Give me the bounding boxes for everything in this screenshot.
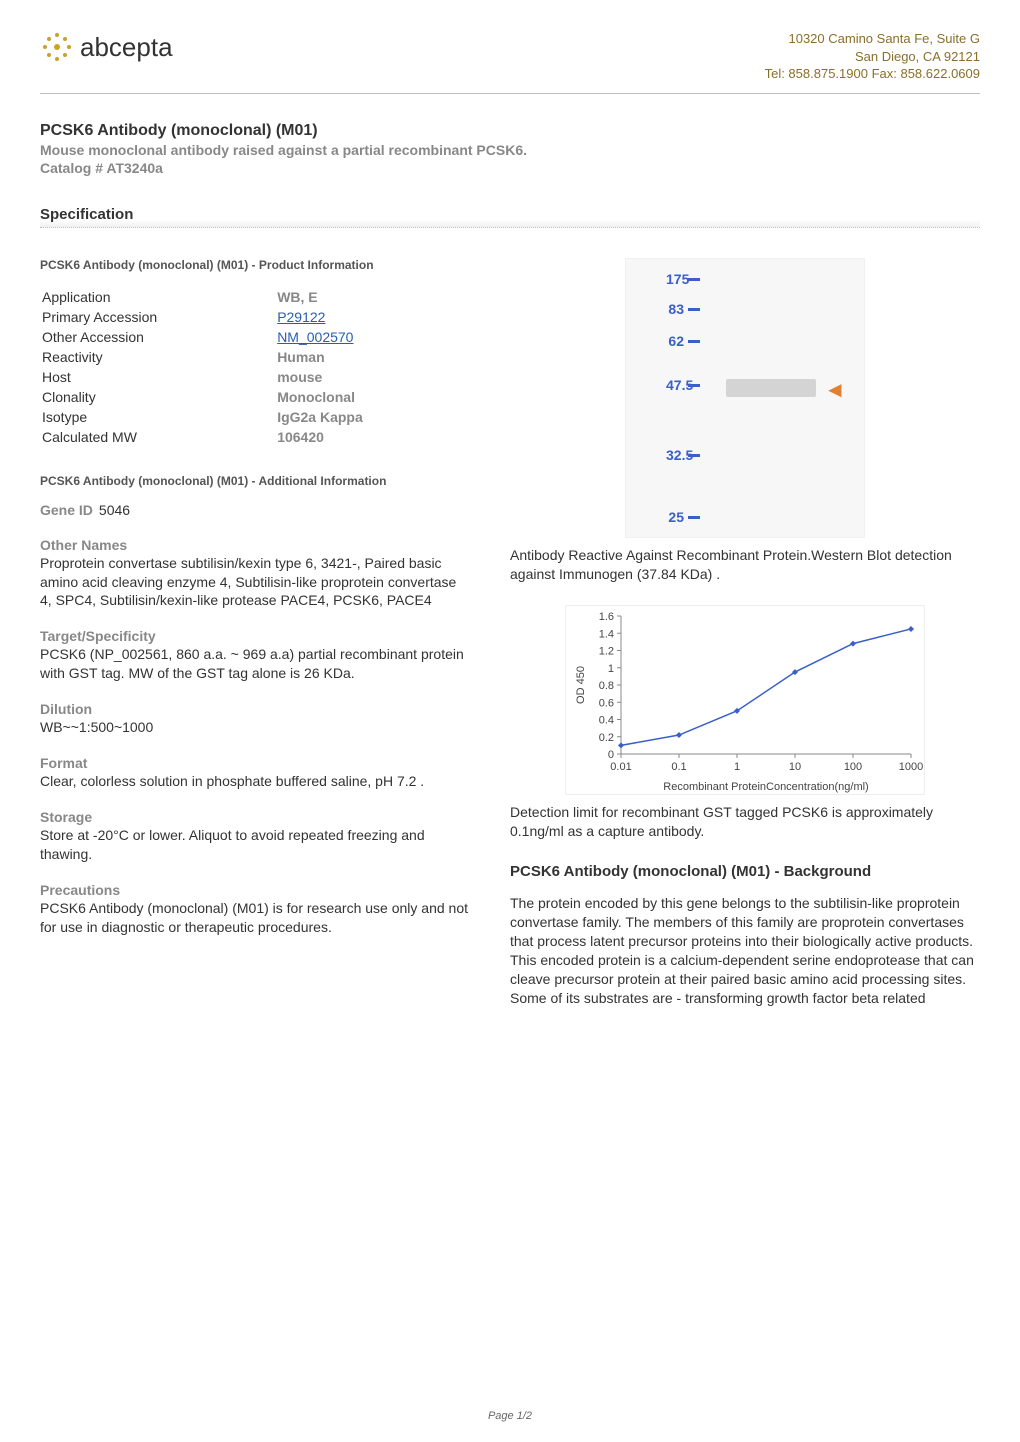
info-row: Calculated MW106420 xyxy=(42,428,468,446)
info-value: Monoclonal xyxy=(277,388,468,406)
right-column: 175 83 62 47.5 32.5 25 ◄ Antibody Reactive Aga… xyxy=(510,258,980,1008)
company-address: 10320 Camino Santa Fe, Suite G San Diego… xyxy=(765,30,980,83)
field-label: Other Names xyxy=(40,537,470,553)
field-label: Storage xyxy=(40,809,470,825)
info-value: IgG2a Kappa xyxy=(277,408,468,426)
elisa-chart: 0 0.2 0.4 0.6 0.8 1 1.2 1.4 1.6 0.01 0.1 1 10 100 1000… xyxy=(565,605,925,795)
info-value: Human xyxy=(277,348,468,366)
svg-text:OD 450: OD 450 xyxy=(575,666,587,704)
info-row: ApplicationWB, E xyxy=(42,288,468,306)
wb-tick-label: 47.5 xyxy=(666,377,684,393)
logo-text: abcepta xyxy=(80,32,173,63)
svg-text:0.6: 0.6 xyxy=(599,698,614,710)
accession-link[interactable]: NM_002570 xyxy=(277,329,353,345)
address-line: 10320 Camino Santa Fe, Suite G xyxy=(765,30,980,48)
content-columns: PCSK6 Antibody (monoclonal) (M01) - Prod… xyxy=(40,258,980,1008)
info-value: 106420 xyxy=(277,428,468,446)
svg-text:0.4: 0.4 xyxy=(599,715,614,727)
field-label: Dilution xyxy=(40,701,470,717)
wb-tick-dash xyxy=(688,516,700,519)
field-body: PCSK6 (NP_002561, 860 a.a. ~ 969 a.a) pa… xyxy=(40,645,470,683)
info-row: Primary AccessionP29122 xyxy=(42,308,468,326)
accession-link[interactable]: P29122 xyxy=(277,309,325,325)
field-body: PCSK6 Antibody (monoclonal) (M01) is for… xyxy=(40,899,470,937)
field-body: WB~~1:500~1000 xyxy=(40,718,470,737)
info-row: ClonalityMonoclonal xyxy=(42,388,468,406)
gene-id-value: 5046 xyxy=(99,502,130,518)
info-key: Reactivity xyxy=(42,348,275,366)
background-heading: PCSK6 Antibody (monoclonal) (M01) - Back… xyxy=(510,863,980,880)
info-key: Primary Accession xyxy=(42,308,275,326)
svg-text:1: 1 xyxy=(608,663,614,675)
wb-tick-label: 62 xyxy=(666,333,684,349)
product-subtitle: Mouse monoclonal antibody raised against… xyxy=(40,142,980,158)
info-key: Calculated MW xyxy=(42,428,275,446)
wb-tick-dash xyxy=(688,454,700,457)
wb-tick-label: 25 xyxy=(666,509,684,525)
info-value: mouse xyxy=(277,368,468,386)
left-column: PCSK6 Antibody (monoclonal) (M01) - Prod… xyxy=(40,258,470,1008)
svg-text:0.8: 0.8 xyxy=(599,680,614,692)
logo-icon xyxy=(40,30,74,64)
svg-text:0.2: 0.2 xyxy=(599,732,614,744)
info-key: Application xyxy=(42,288,275,306)
wb-tick-label: 175 xyxy=(666,271,684,287)
section-specification: Specification xyxy=(40,202,980,228)
wb-tick-dash xyxy=(688,308,700,311)
address-line: Tel: 858.875.1900 Fax: 858.622.0609 xyxy=(765,65,980,83)
svg-text:0.01: 0.01 xyxy=(610,761,631,773)
svg-text:100: 100 xyxy=(844,761,862,773)
western-blot-caption: Antibody Reactive Against Recombinant Pr… xyxy=(510,546,980,584)
background-body: The protein encoded by this gene belongs… xyxy=(510,894,980,1007)
info-row: ReactivityHuman xyxy=(42,348,468,366)
svg-text:1.4: 1.4 xyxy=(599,629,614,641)
wb-tick-label: 83 xyxy=(666,301,684,317)
info-row: Other AccessionNM_002570 xyxy=(42,328,468,346)
wb-tick-dash xyxy=(688,340,700,343)
svg-text:0.1: 0.1 xyxy=(671,761,686,773)
svg-text:1.2: 1.2 xyxy=(599,646,614,658)
address-line: San Diego, CA 92121 xyxy=(765,48,980,66)
page-footer: Page 1/2 xyxy=(0,1410,1020,1422)
field-body: Clear, colorless solution in phosphate b… xyxy=(40,772,470,791)
info-key: Isotype xyxy=(42,408,275,426)
field-label: Format xyxy=(40,755,470,771)
info-value[interactable]: NM_002570 xyxy=(277,328,468,346)
info-key: Clonality xyxy=(42,388,275,406)
svg-text:1.6: 1.6 xyxy=(599,611,614,623)
wb-tick-dash xyxy=(688,278,700,281)
gene-id-row: Gene ID 5046 xyxy=(40,502,470,519)
info-row: Hostmouse xyxy=(42,368,468,386)
logo: abcepta xyxy=(40,30,173,64)
svg-text:Recombinant ProteinConcentrati: Recombinant ProteinConcentration(ng/ml) xyxy=(663,781,868,793)
svg-text:1: 1 xyxy=(734,761,740,773)
info-row: IsotypeIgG2a Kappa xyxy=(42,408,468,426)
page-header: abcepta 10320 Camino Santa Fe, Suite G S… xyxy=(40,30,980,94)
product-info-heading: PCSK6 Antibody (monoclonal) (M01) - Prod… xyxy=(40,258,470,272)
field-body: Store at -20°C or lower. Aliquot to avoi… xyxy=(40,826,470,864)
product-catalog: Catalog # AT3240a xyxy=(40,160,980,176)
info-value[interactable]: P29122 xyxy=(277,308,468,326)
svg-text:10: 10 xyxy=(789,761,801,773)
western-blot-figure: 175 83 62 47.5 32.5 25 ◄ xyxy=(625,258,865,538)
svg-text:1000: 1000 xyxy=(899,761,923,773)
wb-tick-label: 32.5 xyxy=(666,447,684,463)
info-key: Host xyxy=(42,368,275,386)
svg-text:0: 0 xyxy=(608,749,614,761)
wb-band xyxy=(726,379,816,397)
additional-info-heading: PCSK6 Antibody (monoclonal) (M01) - Addi… xyxy=(40,474,470,488)
gene-id-label: Gene ID xyxy=(40,502,93,518)
field-label: Target/Specificity xyxy=(40,628,470,644)
field-label: Precautions xyxy=(40,882,470,898)
elisa-caption: Detection limit for recombinant GST tagg… xyxy=(510,803,980,841)
product-title: PCSK6 Antibody (monoclonal) (M01) xyxy=(40,122,980,140)
field-body: Proprotein convertase subtilisin/kexin t… xyxy=(40,554,470,611)
info-key: Other Accession xyxy=(42,328,275,346)
product-info-table: ApplicationWB, EPrimary AccessionP29122O… xyxy=(40,286,470,448)
info-value: WB, E xyxy=(277,288,468,306)
wb-arrow-icon: ◄ xyxy=(824,377,846,403)
wb-tick-dash xyxy=(688,384,700,387)
